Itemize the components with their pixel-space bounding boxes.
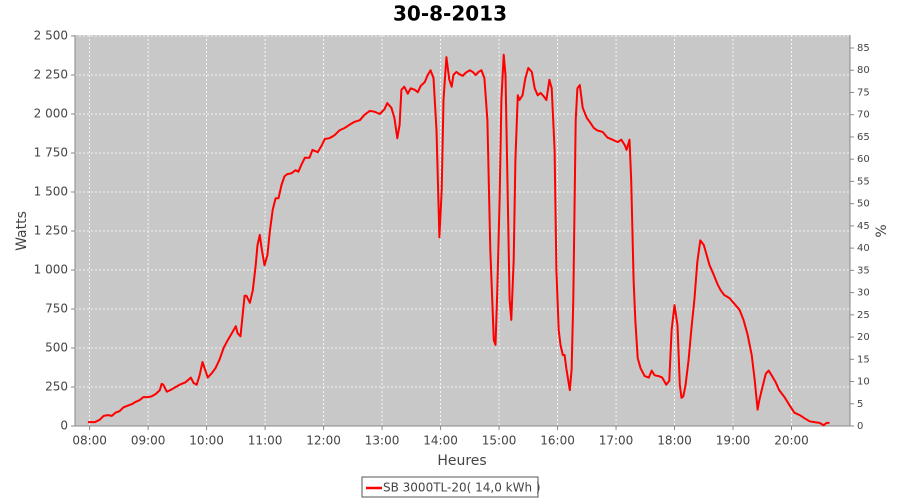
y2-tick-label: 10 — [857, 377, 870, 388]
y2-tick-label: 30 — [857, 288, 870, 299]
legend-label: SB 3000TL-20( 14,0 kWh ) — [383, 481, 541, 495]
plot-area — [75, 35, 850, 426]
y2-tick-label: 85 — [857, 43, 870, 54]
y-tick-label: 750 — [45, 302, 68, 316]
y2-tick-label: 55 — [857, 176, 870, 187]
x-tick-label: 18:00 — [657, 434, 692, 448]
legend — [361, 476, 539, 498]
y2-tick-label: 40 — [857, 243, 870, 254]
x-tick-label: 09:00 — [131, 434, 166, 448]
y-tick-label: 2 000 — [34, 107, 68, 121]
y-tick-label: 250 — [45, 380, 68, 394]
y-tick-label: 0 — [60, 419, 68, 433]
y2-tick-label: 0 — [857, 421, 863, 432]
y-tick-label: 1 750 — [34, 146, 68, 160]
y2-tick-label: 50 — [857, 199, 870, 210]
y2-tick-label: 45 — [857, 221, 870, 232]
y-tick-label: 1 000 — [34, 263, 68, 277]
x-tick-label: 14:00 — [423, 434, 458, 448]
y2-tick-label: 65 — [857, 132, 870, 143]
y2-tick-label: 35 — [857, 265, 870, 276]
y2-axis-label: % — [874, 224, 890, 237]
x-tick-label: 16:00 — [540, 434, 575, 448]
x-tick-label: 12:00 — [306, 434, 341, 448]
x-tick-label: 17:00 — [599, 434, 634, 448]
y-tick-label: 500 — [45, 341, 68, 355]
y-axis-label: Watts — [14, 211, 30, 251]
y2-tick-label: 60 — [857, 154, 870, 165]
x-tick-label: 19:00 — [716, 434, 751, 448]
y2-tick-label: 20 — [857, 332, 870, 343]
x-tick-label: 13:00 — [365, 434, 400, 448]
y2-tick-label: 75 — [857, 87, 870, 98]
data-line — [87, 53, 830, 427]
y2-tick-label: 70 — [857, 110, 870, 121]
x-tick-label: 08:00 — [72, 434, 107, 448]
chart-title: 30-8-2013 — [393, 2, 507, 26]
y2-tick-label: 80 — [857, 65, 870, 76]
y2-tick-label: 15 — [857, 354, 870, 365]
x-tick-label: 20:00 — [774, 434, 809, 448]
y-tick-label: 2 500 — [34, 29, 68, 43]
x-axis-label: Heures — [437, 453, 486, 469]
x-tick-label: 15:00 — [482, 434, 517, 448]
y-tick-label: 2 250 — [34, 68, 68, 82]
x-tick-label: 11:00 — [248, 434, 283, 448]
x-tick-label: 10:00 — [189, 434, 224, 448]
y-tick-label: 1 250 — [34, 224, 68, 238]
y-tick-label: 1 500 — [34, 185, 68, 199]
y2-tick-label: 5 — [857, 399, 863, 410]
y2-tick-label: 25 — [857, 310, 870, 321]
